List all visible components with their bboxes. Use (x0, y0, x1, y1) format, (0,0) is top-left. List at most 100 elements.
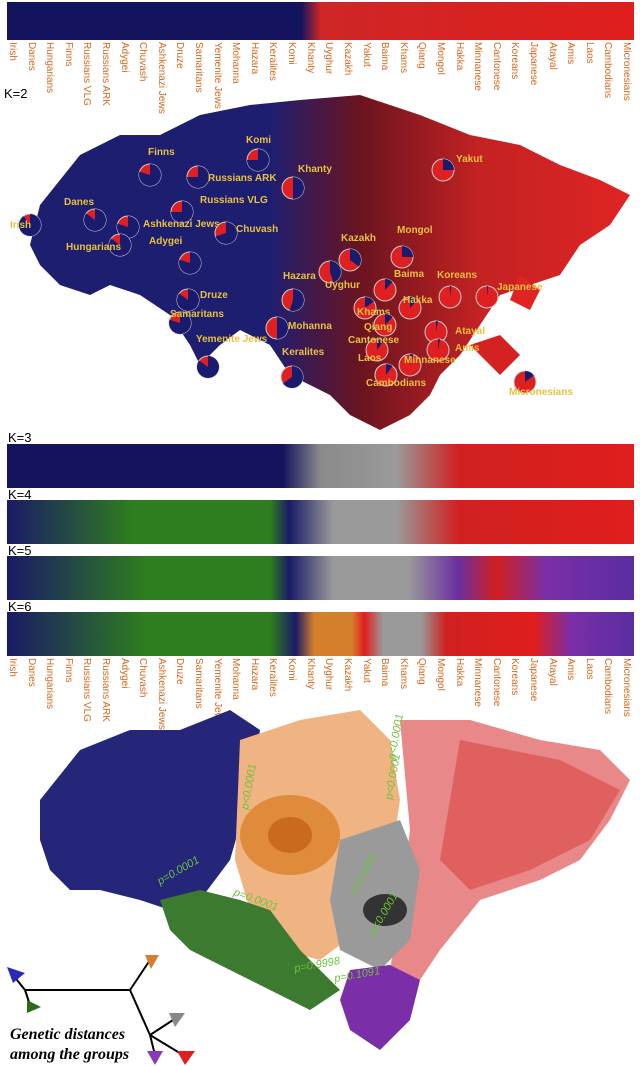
population-label: Finns (62, 658, 74, 683)
pie-label: Cantonese (348, 335, 400, 346)
population-label: Druze (174, 42, 186, 69)
pie-slice (247, 149, 269, 171)
pie-label: Keralites (282, 347, 325, 358)
tree-node-gray (169, 1013, 185, 1027)
tree-node-blue (7, 967, 25, 983)
pie-slice (84, 209, 106, 231)
population-label: Khams (397, 42, 409, 74)
population-label: Druze (174, 658, 186, 685)
population-label: Laos (583, 658, 595, 680)
population-label: Atayal (546, 42, 558, 70)
population-label: Cambodians (602, 42, 614, 99)
pie-slice (117, 216, 139, 238)
tree-node-orange (145, 955, 159, 969)
population-label: Khams (397, 658, 409, 690)
population-label: Japanese (527, 42, 539, 86)
pie-label: Uyghur (325, 280, 360, 291)
pie-slice (487, 286, 489, 297)
pie-label: Micronesians (509, 387, 573, 398)
pie-slice (385, 314, 393, 325)
pie-slice (168, 312, 191, 334)
pie-slice (377, 339, 384, 350)
pie-slice (436, 321, 439, 332)
k5-admixture-bar (7, 556, 634, 600)
population-label: Laos (583, 42, 595, 64)
pie-label: Adygei (149, 236, 183, 247)
population-label: Samaritans (193, 658, 205, 709)
population-label: Baima (379, 42, 391, 71)
population-label: Khanty (304, 42, 316, 74)
k6-admixture-bar (7, 612, 634, 656)
pie-slice (350, 249, 362, 267)
population-label: Mohanna (230, 658, 242, 700)
pie-slice (109, 234, 132, 256)
pie-label: Khams (357, 307, 391, 318)
population-label: Keralites (267, 658, 279, 697)
pie-label: Hungarians (66, 242, 121, 253)
population-label: Uyghur (323, 658, 335, 691)
pie-label: Ashkenazi Jews (143, 219, 220, 230)
population-label: Kazakh (341, 42, 353, 76)
pie-slice (443, 159, 454, 170)
tree-node-red (177, 1051, 195, 1065)
pie-label: Qiang (364, 322, 392, 333)
population-label: Keralites (267, 42, 279, 81)
pie-label: Yemenite Jews (196, 334, 268, 345)
region-gray (330, 820, 420, 970)
population-label: Adygei (118, 42, 130, 73)
pie-slice (410, 354, 414, 365)
pie-label: Mongol (397, 225, 433, 236)
pie-slice (438, 339, 441, 350)
pie-label: Hazara (283, 271, 316, 282)
pie-label: Chuvash (236, 224, 278, 235)
population-label: Koreans (509, 42, 521, 80)
population-label: Irish (7, 658, 18, 677)
k3-admixture-bar (7, 444, 634, 488)
population-label: Cambodians (602, 658, 614, 715)
k2-admixture-bar (7, 2, 634, 40)
pie-slice (177, 289, 199, 311)
population-label: Chuvash (137, 658, 149, 698)
pie-label: Minnanese (404, 355, 456, 366)
region-purple (340, 965, 420, 1050)
population-label: Danes (25, 42, 37, 71)
pie-label: Yakut (456, 154, 483, 165)
population-label: Yakut (360, 658, 372, 683)
population-label: Kazakh (341, 658, 353, 692)
pie-label: Danes (64, 197, 94, 208)
region-blue (40, 710, 260, 910)
pie-label: Russians ARK (208, 173, 277, 184)
caption: Genetic distances among the groups (10, 1025, 129, 1065)
pie-slice (450, 286, 452, 297)
population-label: Baima (379, 658, 391, 687)
population-label: Mohanna (230, 42, 242, 84)
population-label: Komi (286, 658, 298, 681)
population-label: Yakut (360, 42, 372, 67)
caption-line2: among the groups (10, 1046, 130, 1063)
pie-label: Japanese (497, 282, 543, 293)
population-label: Atayal (546, 658, 558, 686)
population-label: Hungarians (44, 658, 56, 710)
pie-label: Mohanna (288, 321, 332, 332)
tree-node-green (27, 1000, 41, 1013)
pie-label: Druze (200, 290, 228, 301)
population-label: Hazara (248, 42, 260, 75)
population-label: Komi (286, 42, 298, 65)
pie-slice (386, 364, 393, 375)
pie-slice (293, 177, 304, 199)
k2-label: K=2 (4, 86, 28, 101)
pie-slice (215, 222, 237, 244)
pie-label: Cambodians (366, 378, 426, 389)
k5-label: K=5 (8, 543, 32, 558)
population-label: Khanty (304, 658, 316, 690)
pie-slice (385, 279, 393, 290)
pie-slice (330, 261, 341, 283)
pie-label: Finns (148, 147, 175, 158)
pie-label: Baima (394, 269, 424, 280)
pie-slice (171, 201, 193, 223)
population-label: Amis (565, 42, 577, 65)
region-green (160, 890, 340, 1010)
population-label: Uyghur (323, 42, 335, 75)
pie-label: Khanty (298, 164, 332, 175)
population-label: Micronesians (621, 42, 632, 101)
